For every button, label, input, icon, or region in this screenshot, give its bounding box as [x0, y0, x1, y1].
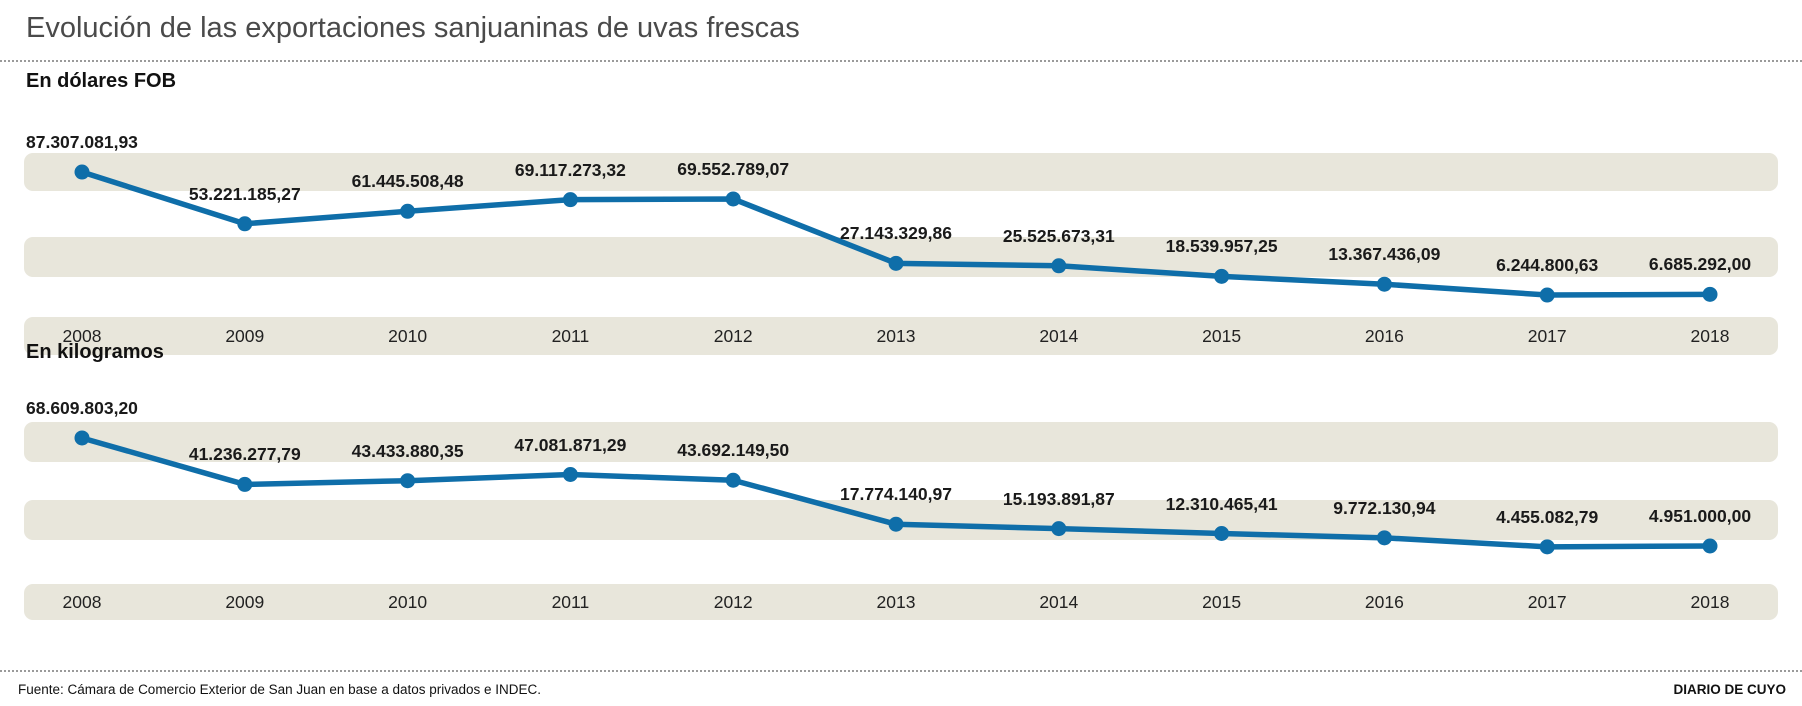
year-label-2013: 2013 — [876, 592, 916, 612]
value-label-2008: 87.307.081,93 — [26, 132, 138, 153]
top-divider — [0, 60, 1802, 62]
data-point-2011 — [562, 192, 578, 208]
value-label-2008: 68.609.803,20 — [26, 397, 138, 418]
page-title: Evolución de las exportaciones sanjuanin… — [26, 12, 800, 44]
data-point-2013 — [888, 255, 904, 271]
chart-kilograms-canvas: 68.609.803,20 41.236.277,79 43.433.880,35 4… — [24, 392, 1778, 584]
year-label-2009: 2009 — [225, 592, 265, 612]
year-label-2013: 2013 — [876, 326, 916, 346]
value-label-2013: 17.774.140,97 — [840, 484, 952, 505]
value-label-2011: 69.117.273,32 — [514, 159, 626, 180]
value-label-2014: 15.193.891,87 — [1002, 488, 1115, 509]
line-series-svg — [74, 164, 1718, 303]
year-label-2015: 2015 — [1202, 326, 1242, 346]
value-label-2009: 53.221.185,27 — [188, 183, 301, 204]
year-label-2008: 2008 — [62, 592, 102, 612]
data-point-2008 — [74, 164, 90, 180]
data-point-2013 — [888, 516, 904, 532]
data-point-2010 — [400, 473, 416, 489]
value-label-2014: 25.525.673,31 — [1002, 225, 1115, 246]
year-label-2014: 2014 — [1039, 326, 1079, 346]
data-point-2012 — [725, 472, 741, 488]
value-label-2013: 27.143.329,86 — [840, 223, 952, 244]
value-label-2011: 47.081.871,29 — [514, 434, 627, 455]
value-label-2017: 4.455.082,79 — [1496, 506, 1599, 527]
source-note: Fuente: Cámara de Comercio Exterior de S… — [18, 682, 542, 697]
year-label-2017: 2017 — [1527, 592, 1567, 612]
data-point-2015 — [1214, 526, 1230, 542]
year-label-2018: 2018 — [1690, 592, 1730, 612]
value-label-2015: 12.310.465,41 — [1165, 493, 1278, 514]
value-label-2018: 6.685.292,00 — [1648, 254, 1752, 275]
chart-background-band — [24, 237, 1778, 277]
chart-background-band — [24, 153, 1778, 191]
year-label-2016: 2016 — [1364, 326, 1404, 346]
chart-kilograms-title: En kilogramos — [26, 341, 164, 363]
year-label-2014: 2014 — [1039, 592, 1079, 612]
year-label-2012: 2012 — [713, 326, 753, 346]
data-point-2017 — [1539, 287, 1555, 303]
data-point-2017 — [1539, 539, 1555, 555]
data-point-2008 — [74, 430, 90, 446]
value-label-2012: 69.552.789,07 — [677, 158, 790, 179]
chart-dollars-canvas: 87.307.081,93 53.221.185,27 61.445.508,48 6… — [24, 120, 1778, 317]
value-label-2015: 18.539.957,25 — [1165, 236, 1278, 257]
chart-kilograms-x-axis: 2008 2009 2010 2011 2012 2013 2014 2015 2016 2017… — [24, 584, 1778, 620]
data-point-2009 — [237, 216, 253, 232]
year-label-2017: 2017 — [1527, 326, 1567, 346]
year-label-2015: 2015 — [1202, 592, 1242, 612]
data-point-2011 — [562, 467, 578, 483]
data-point-2018 — [1702, 538, 1718, 554]
year-label-2016: 2016 — [1364, 592, 1404, 612]
chart-dollars-x-axis: 2008 2009 2010 2011 2012 2013 2014 2015 2016 2017… — [24, 317, 1778, 355]
data-point-2012 — [725, 191, 741, 207]
year-label-2011: 2011 — [551, 592, 590, 612]
year-label-2011: 2011 — [551, 326, 590, 346]
year-label-2012: 2012 — [713, 592, 753, 612]
year-label-2010: 2010 — [388, 326, 428, 346]
data-point-2018 — [1702, 286, 1718, 302]
data-point-2010 — [400, 203, 416, 219]
value-label-2009: 41.236.277,79 — [188, 444, 301, 465]
value-label-2010: 43.433.880,35 — [351, 440, 464, 461]
year-label-2018: 2018 — [1690, 326, 1730, 346]
value-label-2010: 61.445.508,48 — [351, 171, 464, 192]
chart-background-band — [24, 422, 1778, 462]
data-point-2016 — [1376, 530, 1392, 546]
data-point-2015 — [1214, 268, 1230, 284]
value-label-2018: 4.951.000,00 — [1648, 505, 1752, 526]
chart-dollars-title: En dólares FOB — [26, 70, 177, 92]
year-label-2010: 2010 — [388, 592, 428, 612]
data-point-2014 — [1051, 258, 1067, 274]
bottom-divider — [0, 670, 1802, 672]
value-label-2016: 13.367.436,09 — [1328, 244, 1441, 265]
year-label-2008: 2008 — [62, 326, 102, 346]
value-label-2012: 43.692.149,50 — [677, 440, 790, 461]
data-point-2014 — [1051, 521, 1067, 537]
value-label-2017: 6.244.800,63 — [1496, 255, 1599, 276]
data-point-2016 — [1376, 276, 1392, 292]
year-label-2009: 2009 — [225, 326, 265, 346]
data-point-2009 — [237, 476, 253, 492]
line-series-svg — [74, 430, 1718, 555]
publisher-credit: DIARIO DE CUYO — [1673, 682, 1786, 697]
value-label-2016: 9.772.130,94 — [1333, 497, 1436, 518]
